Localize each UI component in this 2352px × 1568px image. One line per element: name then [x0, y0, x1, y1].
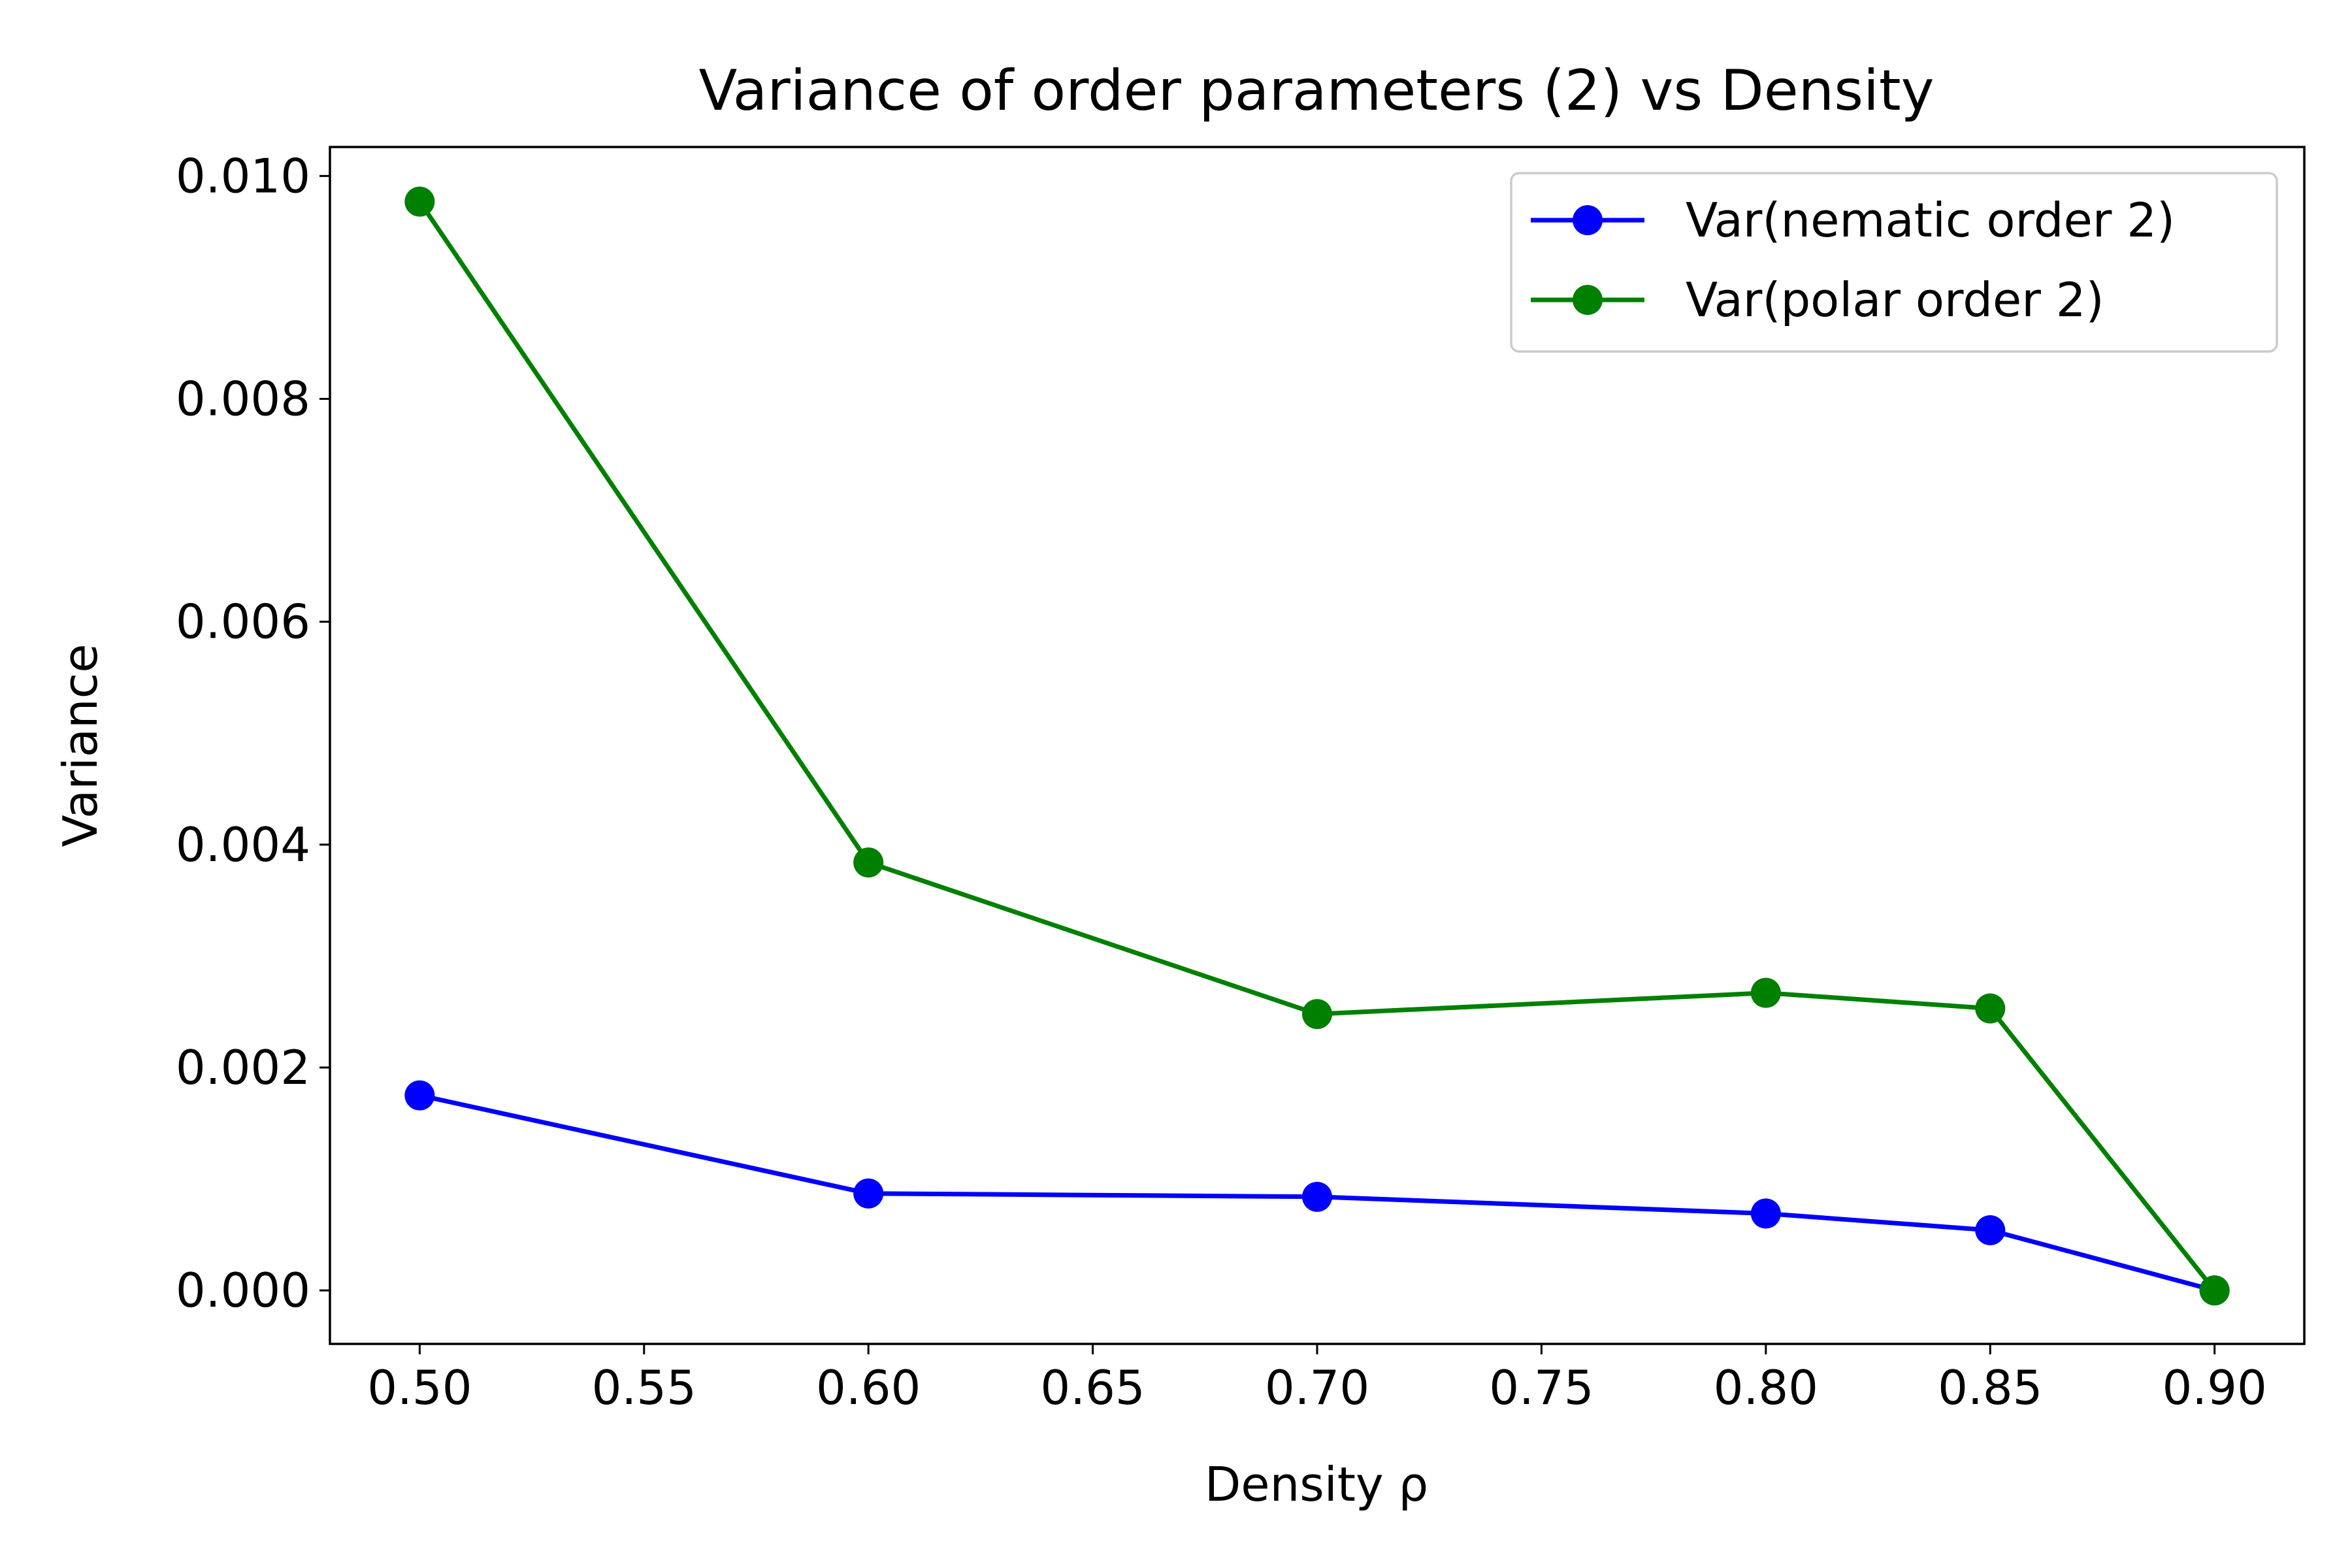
data-point-1	[1750, 977, 1781, 1008]
x-tick-label: 0.80	[1714, 1360, 1818, 1415]
y-axis: 0.000 0.002 0.004 0.006 0.008 0.010	[176, 148, 330, 1318]
x-tick-label: 0.75	[1489, 1360, 1593, 1415]
y-axis-title: Variance	[53, 644, 108, 847]
data-point-1	[1975, 993, 2006, 1024]
data-point-0	[1302, 1181, 1332, 1212]
chart-title: Variance of order parameters (2) vs Dens…	[698, 58, 1934, 123]
legend: Var(nematic order 2) Var(polar order 2)	[1510, 172, 2278, 353]
y-tick-label: 0.002	[176, 1040, 310, 1095]
data-point-0	[853, 1178, 884, 1209]
data-point-0	[1975, 1215, 2006, 1246]
legend-box	[1510, 172, 2278, 353]
x-tick-label: 0.90	[2162, 1360, 2266, 1415]
y-tick-label: 0.008	[176, 372, 310, 427]
data-point-1	[853, 847, 884, 878]
x-tick-label: 0.50	[367, 1360, 472, 1415]
data-point-1	[2199, 1275, 2230, 1306]
x-tick-label: 0.60	[816, 1360, 921, 1415]
series-layer	[404, 186, 2230, 1306]
x-tick-label: 0.70	[1265, 1360, 1369, 1415]
data-point-0	[1750, 1198, 1781, 1229]
x-tick-label: 0.55	[592, 1360, 696, 1415]
legend-swatch-marker	[1573, 285, 1603, 315]
series-line-1	[417, 200, 2217, 1292]
y-tick-label: 0.004	[176, 817, 310, 872]
legend-label: Var(polar order 2)	[1686, 272, 2104, 327]
x-tick-label: 0.85	[1938, 1360, 2042, 1415]
data-point-1	[1302, 999, 1332, 1030]
y-tick-label: 0.000	[176, 1263, 310, 1318]
data-point-1	[404, 186, 435, 217]
legend-swatch-marker	[1573, 205, 1603, 235]
legend-entry-nematic: Var(nematic order 2)	[1531, 193, 2175, 248]
x-axis: 0.50 0.55 0.60 0.65 0.70 0.75 0.80 0.85 0.90	[367, 1344, 2267, 1415]
x-tick-label: 0.65	[1040, 1360, 1145, 1415]
series-line-0	[419, 1093, 2215, 1293]
legend-label: Var(nematic order 2)	[1686, 193, 2175, 248]
legend-entry-polar: Var(polar order 2)	[1531, 272, 2104, 327]
x-axis-title: Density ρ	[1205, 1457, 1428, 1512]
y-tick-label: 0.010	[176, 148, 310, 203]
data-point-0	[404, 1080, 435, 1111]
y-tick-label: 0.006	[176, 595, 310, 649]
